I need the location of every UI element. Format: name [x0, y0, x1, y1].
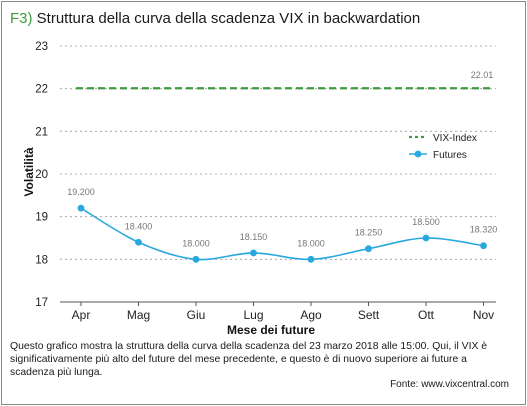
legend-vix-label: VIX-Index	[433, 133, 477, 144]
futures-value-label: 18.250	[355, 228, 383, 238]
x-tick-label: Ott	[418, 308, 435, 322]
y-tick-label: 20	[35, 169, 48, 181]
chart-title: F3) Struttura della curva della scadenza…	[10, 10, 420, 27]
futures-point	[250, 249, 257, 257]
futures-point	[135, 238, 142, 246]
futures-point	[365, 245, 372, 253]
futures-value-label: 18.000	[297, 238, 325, 248]
futures-value-label: 18.500	[412, 217, 440, 227]
y-tick-labels: 17 18 19 20 21 22 23	[35, 41, 48, 309]
futures-point	[192, 255, 200, 263]
x-tick-label: Nov	[473, 308, 494, 322]
legend-futures-swatch-dot	[414, 150, 422, 158]
futures-point	[480, 242, 487, 250]
chart-caption: Questo grafico mostra la struttura della…	[10, 341, 488, 378]
series-layer: 22.01 19.200 18.400 18.000 18.150 18.000 18.25…	[67, 70, 498, 263]
futures-value-label: 19.200	[67, 187, 95, 197]
vix-index-value-label: 22.01	[471, 70, 494, 80]
grid-lines	[60, 45, 496, 303]
x-tick-label: Sett	[358, 308, 380, 322]
x-tick-label: Apr	[72, 308, 91, 322]
chart-legend: VIX-Index Futures	[409, 133, 477, 161]
title-text: Struttura della curva della scadenza VIX…	[36, 10, 421, 27]
x-tick-label: Giu	[187, 308, 206, 322]
futures-value-label: 18.320	[470, 225, 498, 235]
x-tick-label: Lug	[243, 308, 263, 322]
futures-point	[77, 204, 85, 212]
y-tick-label: 17	[35, 297, 48, 309]
y-tick-label: 23	[35, 41, 48, 53]
y-tick-label: 22	[35, 84, 48, 96]
futures-point	[422, 234, 430, 242]
futures-value-label: 18.150	[240, 232, 268, 242]
y-tick-label: 18	[35, 254, 48, 266]
futures-line	[80, 207, 484, 261]
x-axis-label: Mese dei future	[227, 323, 315, 337]
futures-value-label: 18.000	[182, 238, 210, 248]
y-tick-label: 21	[35, 126, 48, 138]
legend-futures-label: Futures	[433, 150, 467, 161]
source-note: Fonte: www.vixcentral.com	[390, 379, 509, 390]
x-axis: Apr Mag Giu Lug Ago Sett Ott Nov	[60, 301, 496, 322]
x-tick-label: Mag	[127, 308, 150, 322]
figure-number: F3)	[10, 10, 33, 27]
y-axis-label: Volatilità	[22, 147, 36, 196]
y-tick-label: 19	[35, 212, 48, 224]
futures-point	[307, 255, 315, 263]
futures-value-label: 18.400	[125, 221, 153, 231]
x-tick-label: Ago	[300, 308, 322, 322]
